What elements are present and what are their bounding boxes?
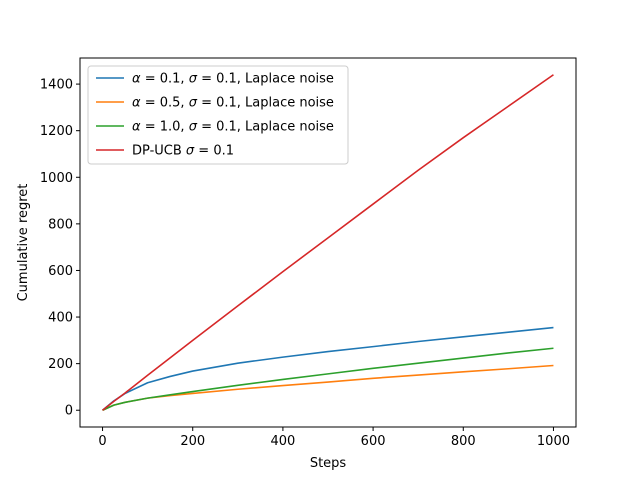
legend: α = 0.1, σ = 0.1, Laplace noise α = 0.5, … — [87, 65, 349, 165]
y-tick-label: 200 — [48, 357, 73, 372]
plot-frame — [79, 57, 577, 428]
y-tick-label: 0 — [65, 404, 73, 419]
legend-label-1: α = 0.1, σ = 0.1, Laplace noise — [132, 72, 334, 87]
y-axis: 0 200 400 600 800 1000 1200 1400 — [40, 78, 80, 419]
x-tick-label: 200 — [180, 434, 205, 449]
x-axis-label: Steps — [310, 456, 347, 471]
series-line-4 — [102, 74, 554, 411]
x-tick-label: 400 — [270, 434, 295, 449]
series-layer — [102, 74, 554, 411]
legend-label-2: α = 0.5, σ = 0.1, Laplace noise — [132, 96, 334, 111]
legend-label-4: DP-UCB σ = 0.1 — [132, 144, 234, 159]
y-tick-label: 800 — [48, 217, 73, 232]
legend-box — [87, 65, 349, 165]
x-tick-label: 0 — [98, 434, 106, 449]
legend-label-3: α = 1.0, σ = 0.1, Laplace noise — [132, 120, 334, 135]
y-tick-label: 1200 — [40, 124, 73, 139]
y-tick-label: 600 — [48, 264, 73, 279]
y-tick-label: 1000 — [40, 171, 73, 186]
series-line-3 — [102, 347, 554, 411]
y-tick-label: 400 — [48, 311, 73, 326]
x-tick-label: 800 — [451, 434, 476, 449]
x-axis: 0 200 400 600 800 1000 — [98, 427, 570, 449]
y-tick-label: 1400 — [40, 78, 73, 93]
series-line-1 — [102, 326, 554, 411]
x-tick-label: 600 — [361, 434, 386, 449]
y-axis-label: Cumulative regret — [16, 184, 31, 302]
x-tick-label: 1000 — [537, 434, 570, 449]
